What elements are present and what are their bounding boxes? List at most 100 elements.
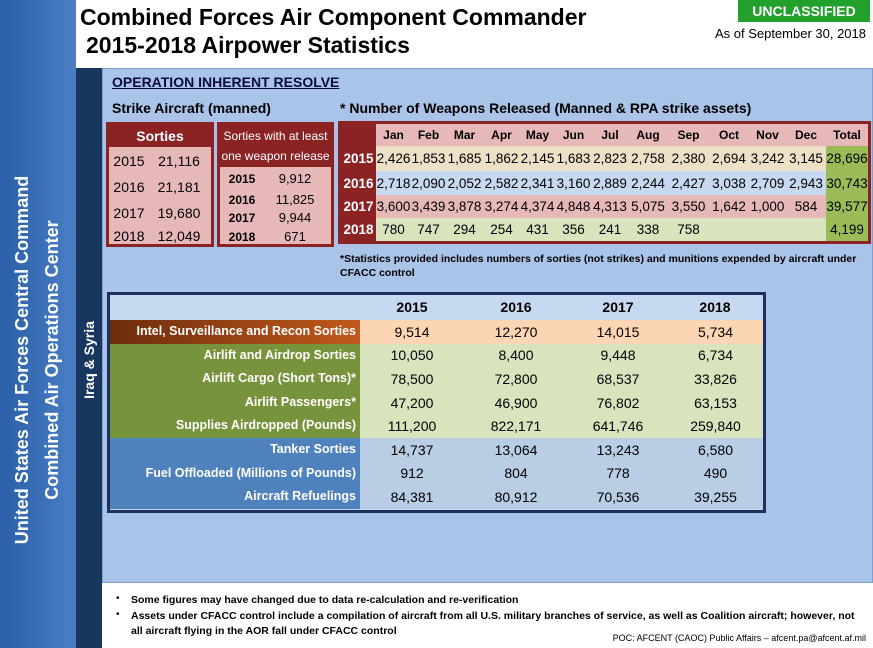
stats-label: Supplies Airdropped (Pounds) bbox=[110, 414, 360, 438]
weapons-value: 2,943 bbox=[789, 175, 823, 191]
stats-value: 804 bbox=[464, 461, 568, 486]
region-strip bbox=[76, 68, 102, 648]
stats-value: 912 bbox=[360, 461, 464, 486]
weapons-value: 1,642 bbox=[712, 199, 746, 214]
title-line2: 2015-2018 Airpower Statistics bbox=[86, 32, 410, 58]
stats-value: 76,802 bbox=[568, 390, 668, 415]
weapons-value: 4,199 bbox=[826, 218, 868, 241]
note-text: Some figures may have changed due to dat… bbox=[131, 594, 519, 606]
stats-value: 111,200 bbox=[360, 414, 464, 438]
weapon-sorties-year: 2016 bbox=[228, 192, 256, 207]
sidebar-line1: United States Air Forces Central Command bbox=[11, 175, 32, 545]
weapons-value: 2,380 bbox=[671, 151, 706, 166]
sidebar bbox=[0, 0, 76, 648]
weapons-value: 5,075 bbox=[631, 199, 665, 214]
stats-value: 39,255 bbox=[668, 485, 763, 509]
stats-value: 13,243 bbox=[568, 438, 668, 462]
weapons-value: 431 bbox=[526, 222, 549, 237]
weapons-value: 2,709 bbox=[750, 175, 785, 191]
title-line1: Combined Forces Air Component Commander bbox=[80, 4, 587, 30]
sorties-year: 2015 bbox=[113, 153, 145, 169]
sorties-year: 2018 bbox=[113, 228, 145, 244]
stats-value: 84,381 bbox=[360, 485, 464, 509]
stats-value: 5,734 bbox=[668, 320, 763, 344]
weapons-value: 3,439 bbox=[411, 199, 446, 214]
weapons-column-header: Nov bbox=[756, 128, 779, 142]
stats-label: Airlift Cargo (Short Tons)* bbox=[110, 367, 360, 391]
weapons-value: 2,145 bbox=[520, 151, 555, 166]
weapons-value: 3,550 bbox=[671, 199, 706, 214]
stats-column-header: 2016 bbox=[500, 299, 532, 315]
weapon-sorties-value: 11,825 bbox=[275, 192, 315, 207]
stats-value: 63,153 bbox=[668, 390, 763, 415]
stats-value: 822,171 bbox=[464, 414, 568, 438]
weapons-year: 2018 bbox=[341, 218, 376, 241]
weapons-value: 3,274 bbox=[484, 199, 519, 214]
poc: POC: AFCENT (CAOC) Public Affairs – afce… bbox=[612, 633, 866, 643]
weapons-value: 747 bbox=[417, 222, 440, 237]
weapons-value: 39,577 bbox=[826, 195, 868, 218]
weapons-value: 4,313 bbox=[593, 199, 627, 214]
weapons-column-header: Oct bbox=[718, 128, 739, 142]
as-of-date: As of September 30, 2018 bbox=[714, 26, 866, 41]
weapons-value: 2,758 bbox=[631, 151, 665, 166]
stats-value: 46,900 bbox=[464, 390, 568, 415]
stats-label: Fuel Offloaded (Millions of Pounds) bbox=[110, 461, 360, 486]
sidebar-line2: Combined Air Operations Center bbox=[41, 220, 62, 500]
weapons-value: 758 bbox=[677, 222, 700, 237]
weapons-value: 254 bbox=[490, 222, 513, 237]
weapons-column-header: Feb bbox=[417, 128, 440, 142]
weapons-year: 2015 bbox=[341, 146, 376, 171]
stats-value: 14,737 bbox=[360, 438, 464, 462]
weapons-value: 1,862 bbox=[484, 151, 519, 166]
weapons-value: 3,600 bbox=[376, 199, 411, 214]
note-bullet: • bbox=[116, 609, 120, 620]
weapons-value: 1,853 bbox=[411, 151, 446, 166]
sorties-value: 12,049 bbox=[157, 228, 201, 244]
stats-value: 47,200 bbox=[360, 390, 464, 415]
weapons-value: 1,685 bbox=[447, 151, 482, 166]
stats-value: 6,580 bbox=[668, 438, 763, 462]
sorties-year: 2017 bbox=[113, 205, 145, 221]
weapons-value: 2,090 bbox=[411, 175, 446, 191]
weapons-value: 4,374 bbox=[520, 199, 555, 214]
sorties-year: 2016 bbox=[113, 179, 145, 195]
stats-value: 259,840 bbox=[668, 414, 763, 438]
weapons-value: 241 bbox=[598, 222, 622, 237]
weapons-value: 1,000 bbox=[750, 199, 785, 214]
weapons-value: 584 bbox=[794, 199, 818, 214]
stats-value: 14,015 bbox=[568, 320, 668, 344]
weapons-value: 780 bbox=[382, 222, 405, 237]
weapons-row-bg bbox=[376, 146, 826, 171]
weapons-value: 356 bbox=[562, 222, 585, 237]
weapons-value: 2,244 bbox=[631, 175, 665, 191]
stats-column-header: 2015 bbox=[396, 299, 428, 315]
stats-value: 78,500 bbox=[360, 367, 464, 391]
stats-value: 9,514 bbox=[360, 320, 464, 344]
weapons-value: 2,823 bbox=[593, 151, 627, 166]
weapons-value: 3,242 bbox=[750, 151, 785, 166]
strike-heading: Strike Aircraft (manned) bbox=[112, 100, 271, 116]
notes-panel bbox=[102, 583, 873, 648]
weapons-column-header: Mar bbox=[453, 128, 476, 142]
weapons-column-header: Total bbox=[833, 128, 861, 142]
weapons-value: 2,341 bbox=[520, 175, 555, 191]
weapons-value: 3,878 bbox=[447, 199, 482, 214]
note-bullet: • bbox=[116, 593, 120, 604]
weapons-value: 28,696 bbox=[826, 146, 868, 171]
weapons-value: 3,160 bbox=[556, 175, 591, 191]
stats-value: 33,826 bbox=[668, 367, 763, 391]
weapons-column-header: Jan bbox=[383, 128, 404, 142]
stats-value: 641,746 bbox=[568, 414, 668, 438]
stats-value: 490 bbox=[668, 461, 763, 486]
stats-value: 10,050 bbox=[360, 343, 464, 368]
weapons-column-header: Apr bbox=[491, 128, 512, 142]
weapons-value: 2,427 bbox=[671, 175, 706, 191]
weapon-sorties-year: 2018 bbox=[228, 229, 256, 244]
weapons-value: 2,052 bbox=[447, 175, 482, 191]
weapons-year: 2016 bbox=[341, 171, 376, 195]
weapons-row-bg bbox=[376, 171, 826, 195]
stats-label: Airlift Passengers* bbox=[110, 390, 360, 415]
weapons-row-bg bbox=[376, 195, 826, 218]
